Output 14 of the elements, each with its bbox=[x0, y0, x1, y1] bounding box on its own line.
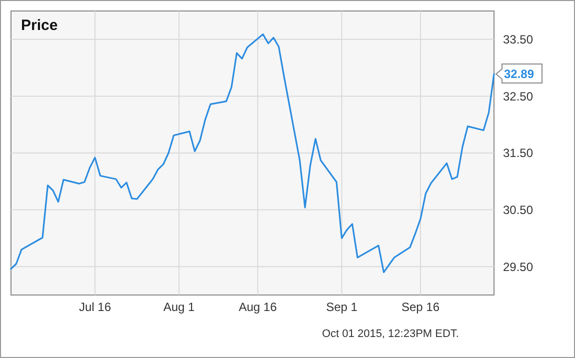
x-tick-label: Sep 16 bbox=[401, 300, 440, 314]
annotation: 32.89 bbox=[504, 67, 534, 82]
y-tick-label: 29.50 bbox=[503, 260, 534, 274]
x-tick-label: Sep 1 bbox=[326, 300, 358, 314]
y-tick-label: 31.50 bbox=[503, 146, 534, 160]
chart-title: Price bbox=[21, 17, 58, 34]
x-tick-label: Jul 16 bbox=[78, 300, 112, 314]
y-tick-label: 33.50 bbox=[503, 32, 534, 47]
x-tick-label: Aug 1 bbox=[163, 300, 196, 314]
x-tick-label: Aug 16 bbox=[238, 300, 278, 314]
y-tick-label: 32.50 bbox=[503, 89, 534, 104]
y-tick-label: 30.50 bbox=[503, 203, 534, 217]
text: Oct 01 2015, 12:23PM EDT. bbox=[322, 328, 459, 340]
line-series bbox=[10, 33, 495, 274]
